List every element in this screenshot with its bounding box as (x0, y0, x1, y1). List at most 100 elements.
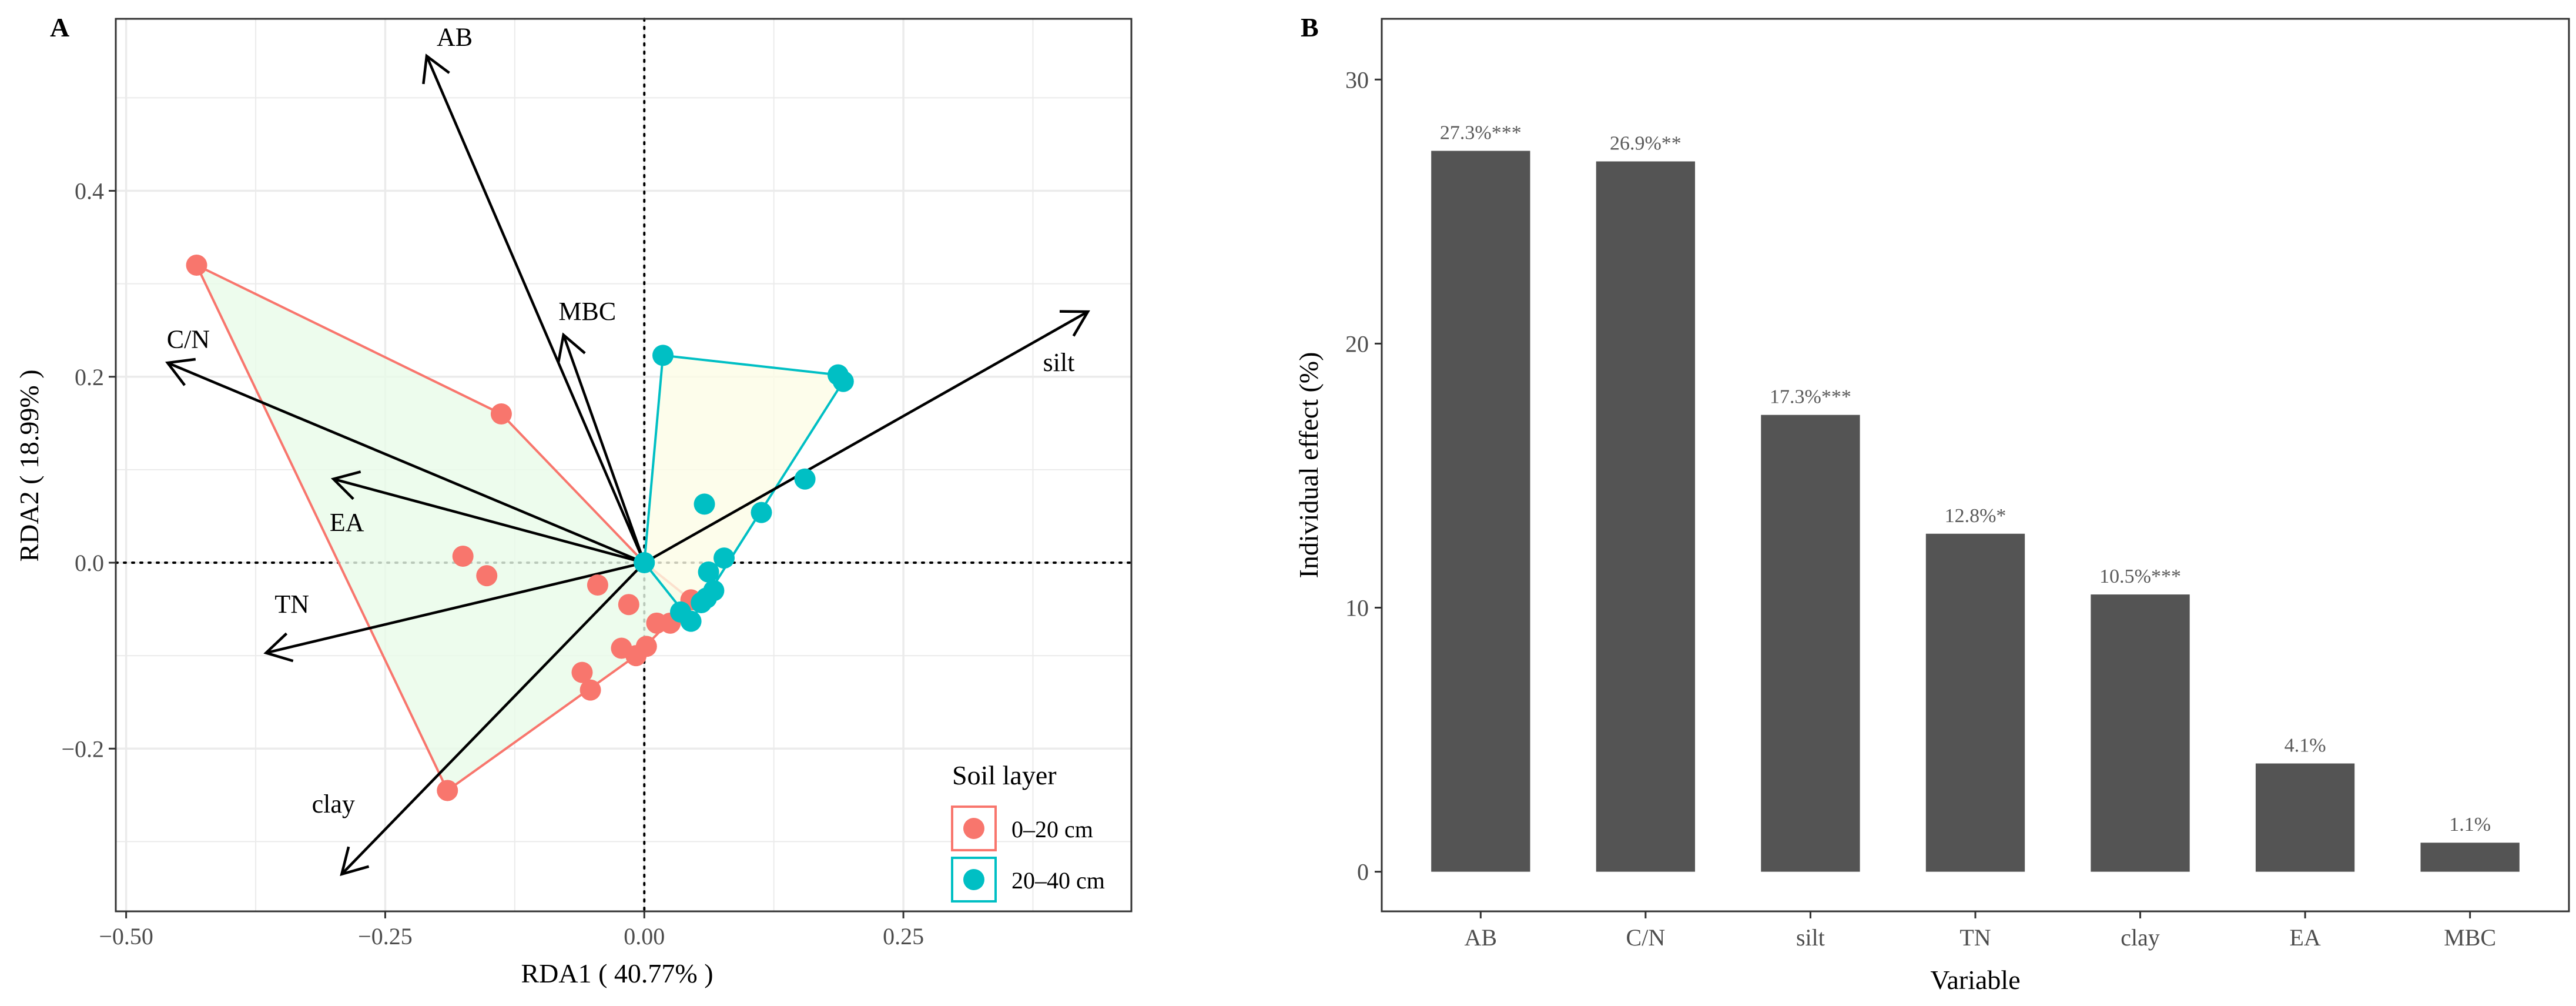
panel-a-points (186, 255, 854, 801)
x-tick-label-mbc: MBC (2444, 924, 2496, 951)
x-tick-label: 0.25 (883, 923, 924, 950)
panel-b-label: B (1301, 12, 1319, 42)
vector-label-ab: AB (437, 23, 473, 52)
bar-ab (1431, 151, 1530, 872)
point-0-20-cm (635, 636, 657, 657)
panel-b-y-axis-title: Individual effect (%) (1294, 352, 1324, 579)
hull-0-20-cm (194, 262, 693, 793)
y-tick-label: 30 (1345, 66, 1369, 93)
point-20-40-cm (652, 345, 674, 366)
vector-label-c-n: C/N (167, 325, 210, 354)
x-tick-label: −0.25 (358, 923, 413, 950)
point-0-20-cm (579, 679, 601, 701)
legend: Soil layer 0–20 cm 20–40 cm (951, 760, 1105, 903)
panel-a-y-axis-title: RDA2 ( 18.99% ) (14, 369, 44, 562)
vector-arrowhead-silt (1059, 310, 1090, 337)
legend-marker-20-40 (963, 869, 984, 890)
x-tick-label-tn: TN (1959, 924, 1991, 951)
bar-value-label: 27.3%*** (1440, 122, 1522, 144)
legend-marker-0-20 (963, 818, 984, 839)
vector-ea (333, 477, 645, 564)
vector-label-clay: clay (312, 790, 355, 818)
vector-mbc (562, 334, 646, 563)
x-tick-label-silt: silt (1796, 924, 1825, 951)
vector-tn (266, 561, 645, 654)
x-tick-label: −0.50 (99, 923, 153, 950)
point-20-40-cm (794, 468, 816, 490)
panel-a-y-axis: −0.2 0.0 0.2 0.4 (61, 178, 116, 762)
panel-a-frame (115, 18, 1133, 913)
x-tick-label-c-n: C/N (1626, 924, 1666, 951)
hull-20-40-cm (643, 354, 845, 624)
bar-value-label: 4.1% (2284, 734, 2326, 756)
x-tick-label: 0.00 (624, 923, 665, 950)
point-0-20-cm (571, 661, 593, 683)
bar-clay (2091, 594, 2190, 872)
point-0-20-cm (186, 255, 207, 276)
y-tick-label: 0.0 (75, 550, 104, 576)
panel-a-hulls (194, 262, 845, 793)
panel-a-reference-lines (115, 18, 1133, 913)
point-0-20-cm (490, 403, 512, 425)
vector-label-silt: silt (1043, 348, 1075, 377)
panel-a-x-axis-title: RDA1 ( 40.77% ) (521, 958, 713, 988)
y-tick-label: 10 (1345, 595, 1369, 621)
x-tick-label-clay: clay (2121, 924, 2160, 951)
point-20-40-cm (698, 561, 719, 583)
legend-label-0-20: 0–20 cm (1011, 816, 1093, 843)
vector-arrowhead-c-n (165, 357, 196, 386)
vector-label-ea: EA (330, 508, 364, 537)
vector-clay (340, 562, 645, 875)
point-20-40-cm (691, 592, 712, 614)
y-tick-label: −0.2 (61, 736, 104, 762)
y-tick-label: 20 (1345, 330, 1369, 357)
bar-mbc (2420, 843, 2520, 872)
legend-title: Soil layer (952, 760, 1057, 790)
bar-silt (1761, 415, 1860, 872)
vector-arrowhead-ea (330, 470, 361, 500)
vector-c-n (167, 361, 645, 564)
bar-value-label: 17.3%*** (1770, 386, 1851, 408)
bar-c-n (1596, 161, 1696, 872)
bar-value-label: 10.5%*** (2099, 566, 2181, 587)
panel-a: A AB MBC C/N silt EA TN clay −0.50 −0.25 0.00 0.2… (14, 12, 1133, 988)
vector-arrowhead-tn (263, 632, 294, 663)
panel-b-bars: 27.3%*** 26.9%** 17.3%*** 12.8%* 10.5%*** 4.1… (1431, 122, 2520, 872)
panel-b-x-axis: AB C/N silt TN clay EA MBC (1465, 911, 2496, 951)
point-20-40-cm (669, 601, 691, 623)
bar-value-label: 1.1% (2449, 814, 2491, 835)
legend-label-20-40: 20–40 cm (1011, 867, 1105, 894)
panel-b-y-axis: 0 10 20 30 (1345, 66, 1382, 885)
vector-ab (425, 55, 646, 563)
point-20-40-cm (694, 493, 715, 515)
point-0-20-cm (587, 574, 608, 596)
vector-label-mbc: MBC (558, 297, 616, 326)
panel-a-vectors: AB MBC C/N silt EA TN clay (165, 23, 1090, 876)
point-20-40-cm (751, 502, 772, 523)
vector-arrowhead-ab (422, 54, 450, 85)
panel-a-label: A (50, 12, 69, 42)
x-tick-label-ea: EA (2289, 924, 2320, 951)
y-tick-label: 0 (1357, 859, 1369, 885)
bar-ea (2255, 763, 2355, 872)
point-0-20-cm (476, 565, 498, 587)
vector-arrowhead-clay (340, 846, 370, 876)
y-tick-label: 0.2 (75, 364, 104, 390)
point-0-20-cm (452, 545, 474, 567)
point-0-20-cm (437, 780, 458, 801)
vector-label-tn: TN (274, 590, 309, 619)
point-20-40-cm (832, 370, 854, 392)
y-tick-label: 0.4 (75, 178, 104, 205)
point-20-40-cm (634, 552, 655, 574)
point-20-40-cm (713, 547, 735, 569)
bar-value-label: 12.8%* (1945, 505, 2006, 527)
bar-value-label: 26.9%** (1610, 133, 1681, 155)
vector-silt (644, 310, 1089, 564)
vector-arrowhead-mbc (557, 332, 586, 363)
panel-b: B 27.3%*** 26.9%** 17.3%*** 12.8%* 10.5%*** 4… (1294, 12, 2570, 995)
panel-b-x-axis-title: Variable (1930, 965, 2020, 995)
panel-a-x-axis: −0.50 −0.25 0.00 0.25 (99, 911, 924, 950)
x-tick-label-ab: AB (1465, 924, 1498, 951)
point-0-20-cm (618, 594, 639, 616)
bar-tn (1925, 533, 2025, 872)
